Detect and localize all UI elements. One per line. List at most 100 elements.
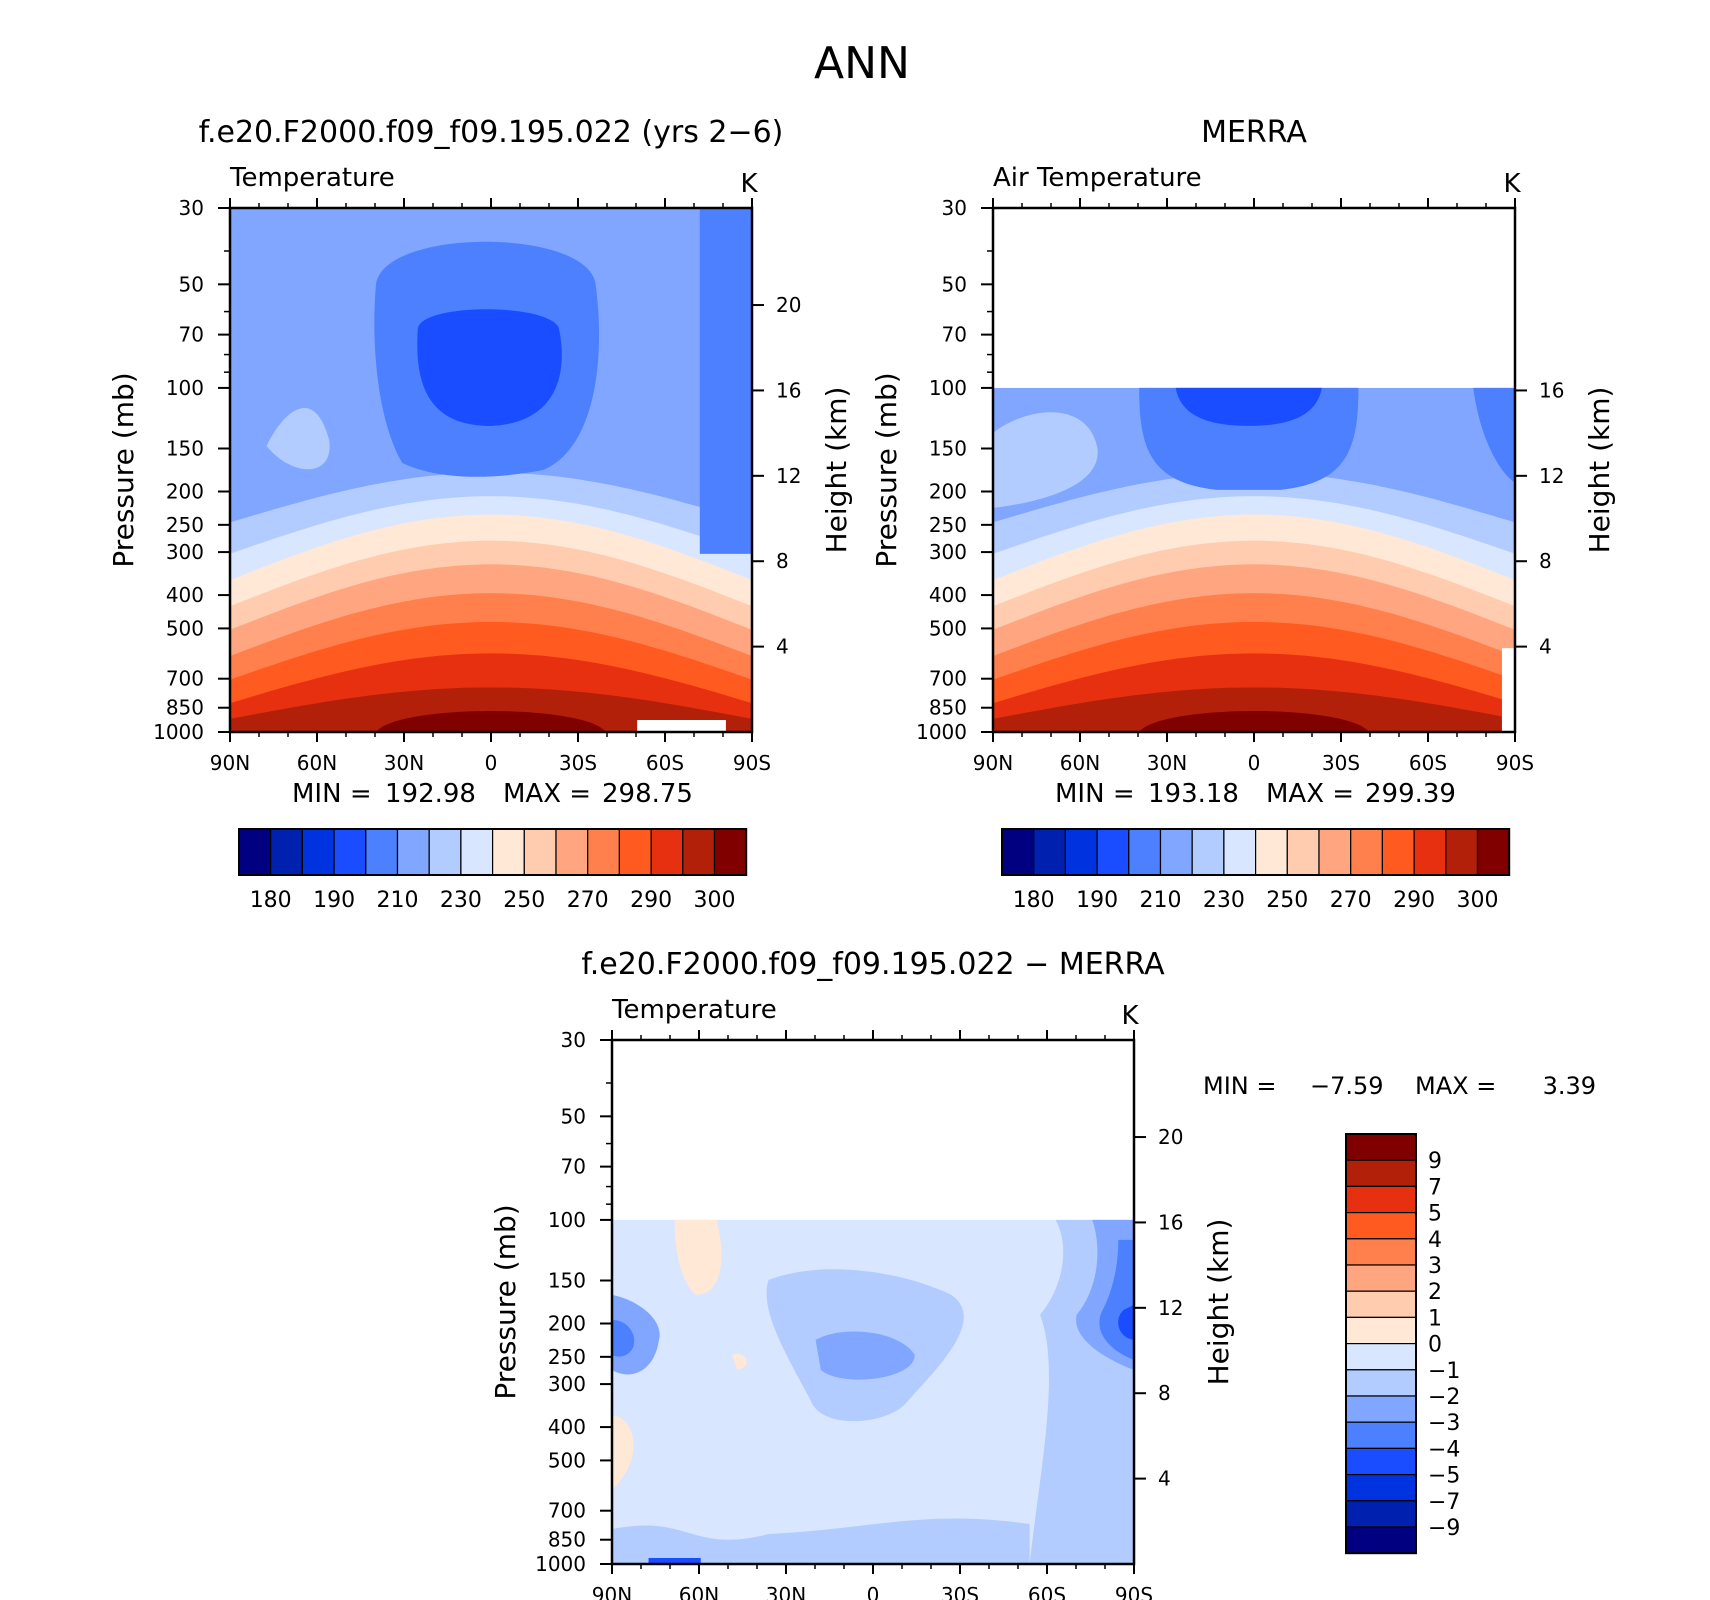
colorbar-swatch xyxy=(1345,1159,1417,1187)
y-tick-label: 150 xyxy=(929,437,967,461)
y2-tick-label: 16 xyxy=(776,378,801,402)
colorbar-label: 9 xyxy=(1428,1149,1442,1174)
x-tick-label: 30S xyxy=(941,1583,979,1600)
warm-blob xyxy=(993,412,1098,508)
colorbar-swatch xyxy=(1345,1185,1417,1214)
colorbar-swatch xyxy=(1254,828,1288,876)
y-tick-label: 700 xyxy=(929,667,967,691)
x-tick-label: 0 xyxy=(867,1583,880,1600)
y-tick-label: 300 xyxy=(929,540,967,564)
x-tick-label: 30S xyxy=(1322,751,1360,775)
y-tick-label: 400 xyxy=(166,583,204,607)
panel-difference: f.e20.F2000.f09_f09.195.022 − MERRA Temp… xyxy=(489,947,1596,1600)
min-value: −7.59 xyxy=(1310,1072,1384,1100)
y2-tick-label: 8 xyxy=(1158,1381,1171,1405)
colorbar-swatch xyxy=(492,828,525,876)
x-tick-label: 90S xyxy=(1496,751,1534,775)
colorbar-swatch xyxy=(1345,1133,1417,1161)
colorbar-swatch xyxy=(1191,828,1225,876)
y2-tick-label: 16 xyxy=(1158,1210,1183,1234)
colorbar-swatch xyxy=(587,828,621,876)
y-axis-label: Pressure (mb) xyxy=(107,372,140,567)
x-tick-label: 30S xyxy=(559,751,597,775)
colorbar-swatch xyxy=(1001,828,1035,876)
colorbar-label: 4 xyxy=(1428,1228,1442,1253)
difference-region xyxy=(648,1558,701,1564)
colorbar-swatch xyxy=(1128,828,1162,876)
x-tick-label: 0 xyxy=(485,751,498,775)
cold-core xyxy=(1175,387,1322,426)
y2-tick-label: 8 xyxy=(1539,549,1552,573)
colorbar-label: 190 xyxy=(1076,888,1118,913)
colorbar-label: −5 xyxy=(1428,1464,1460,1489)
colorbar-label: 180 xyxy=(250,888,292,913)
panel-subtitle: Temperature xyxy=(611,995,777,1025)
y-tick-label: 30 xyxy=(942,196,967,220)
y-tick-label: 150 xyxy=(548,1269,586,1293)
y2-tick-label: 4 xyxy=(1539,635,1552,659)
y-tick-label: 200 xyxy=(929,479,967,503)
missing-data xyxy=(637,720,726,732)
polar-cold xyxy=(1473,387,1515,483)
colorbar-label: 7 xyxy=(1428,1175,1442,1200)
colorbar-swatch xyxy=(396,828,430,876)
colorbar-label: 2 xyxy=(1428,1280,1442,1305)
colorbar-label: 290 xyxy=(1393,888,1435,913)
y-tick-label: 250 xyxy=(166,513,204,537)
y2-tick-label: 20 xyxy=(776,293,801,317)
colorbar-swatch xyxy=(1345,1447,1417,1476)
x-tick-label: 60N xyxy=(1060,751,1100,775)
y-axis-label: Pressure (mb) xyxy=(870,372,903,567)
colorbar-swatch xyxy=(682,828,716,876)
colorbar-swatch xyxy=(1345,1238,1417,1266)
colorbar-label: 250 xyxy=(1266,888,1308,913)
colorbar-swatch xyxy=(1033,828,1066,876)
colorbar-label: 1 xyxy=(1428,1306,1442,1331)
panel-title: f.e20.F2000.f09_f09.195.022 − MERRA xyxy=(581,947,1165,982)
x-tick-label: 60N xyxy=(297,751,337,775)
isotherm-band xyxy=(230,687,752,732)
colorbar-label: 210 xyxy=(1140,888,1182,913)
warm-core xyxy=(376,711,606,732)
y-tick-label: 70 xyxy=(179,323,204,347)
colorbar-label: 5 xyxy=(1428,1202,1442,1227)
min-label: MIN = xyxy=(292,779,372,809)
y-tick-label: 250 xyxy=(548,1345,586,1369)
main-title: ANN xyxy=(814,38,910,89)
min-value: 192.98 xyxy=(385,779,476,809)
colorbar-swatch xyxy=(1345,1264,1417,1292)
max-value: 299.39 xyxy=(1365,779,1456,809)
max-value: 3.39 xyxy=(1543,1072,1596,1100)
colorbar-swatch xyxy=(1345,1290,1417,1318)
y-tick-label: 30 xyxy=(179,196,204,220)
units-label: K xyxy=(740,169,758,199)
colorbar-swatch xyxy=(713,828,747,876)
colorbar-label: 300 xyxy=(1457,888,1499,913)
x-tick-label: 0 xyxy=(1248,751,1261,775)
x-tick-label: 90N xyxy=(973,751,1013,775)
y-tick-label: 400 xyxy=(548,1415,586,1439)
colorbar-swatch xyxy=(1345,1526,1417,1554)
panel-merra: MERRA Air Temperature K 90N 60N 30N 0 30S 60S… xyxy=(870,115,1616,913)
colorbar-swatch xyxy=(333,828,367,876)
difference-region xyxy=(612,1518,1030,1564)
y-tick-label: 200 xyxy=(548,1311,586,1335)
colorbar-swatch xyxy=(1345,1421,1417,1449)
colorbar-swatch xyxy=(1345,1316,1417,1345)
colorbar-swatch xyxy=(555,828,589,876)
colorbar-label: 270 xyxy=(1330,888,1372,913)
colorbar-swatch xyxy=(1318,828,1352,876)
min-label: MIN = xyxy=(1203,1072,1276,1100)
y-tick-label: 500 xyxy=(929,616,967,640)
difference-region xyxy=(1118,1304,1134,1340)
colorbar-swatch xyxy=(238,828,272,876)
colorbar-swatch xyxy=(1345,1473,1417,1502)
y2-axis-label: Height (km) xyxy=(820,387,853,554)
max-value: 298.75 xyxy=(602,779,693,809)
colorbar-swatch xyxy=(650,828,684,876)
y-tick-label: 700 xyxy=(548,1499,586,1523)
y2-tick-label: 16 xyxy=(1539,378,1564,402)
y-tick-label: 300 xyxy=(166,540,204,564)
panel-subtitle: Air Temperature xyxy=(993,163,1202,193)
panel-model: f.e20.F2000.f09_f09.195.022 (yrs 2−6) Te… xyxy=(107,115,853,913)
